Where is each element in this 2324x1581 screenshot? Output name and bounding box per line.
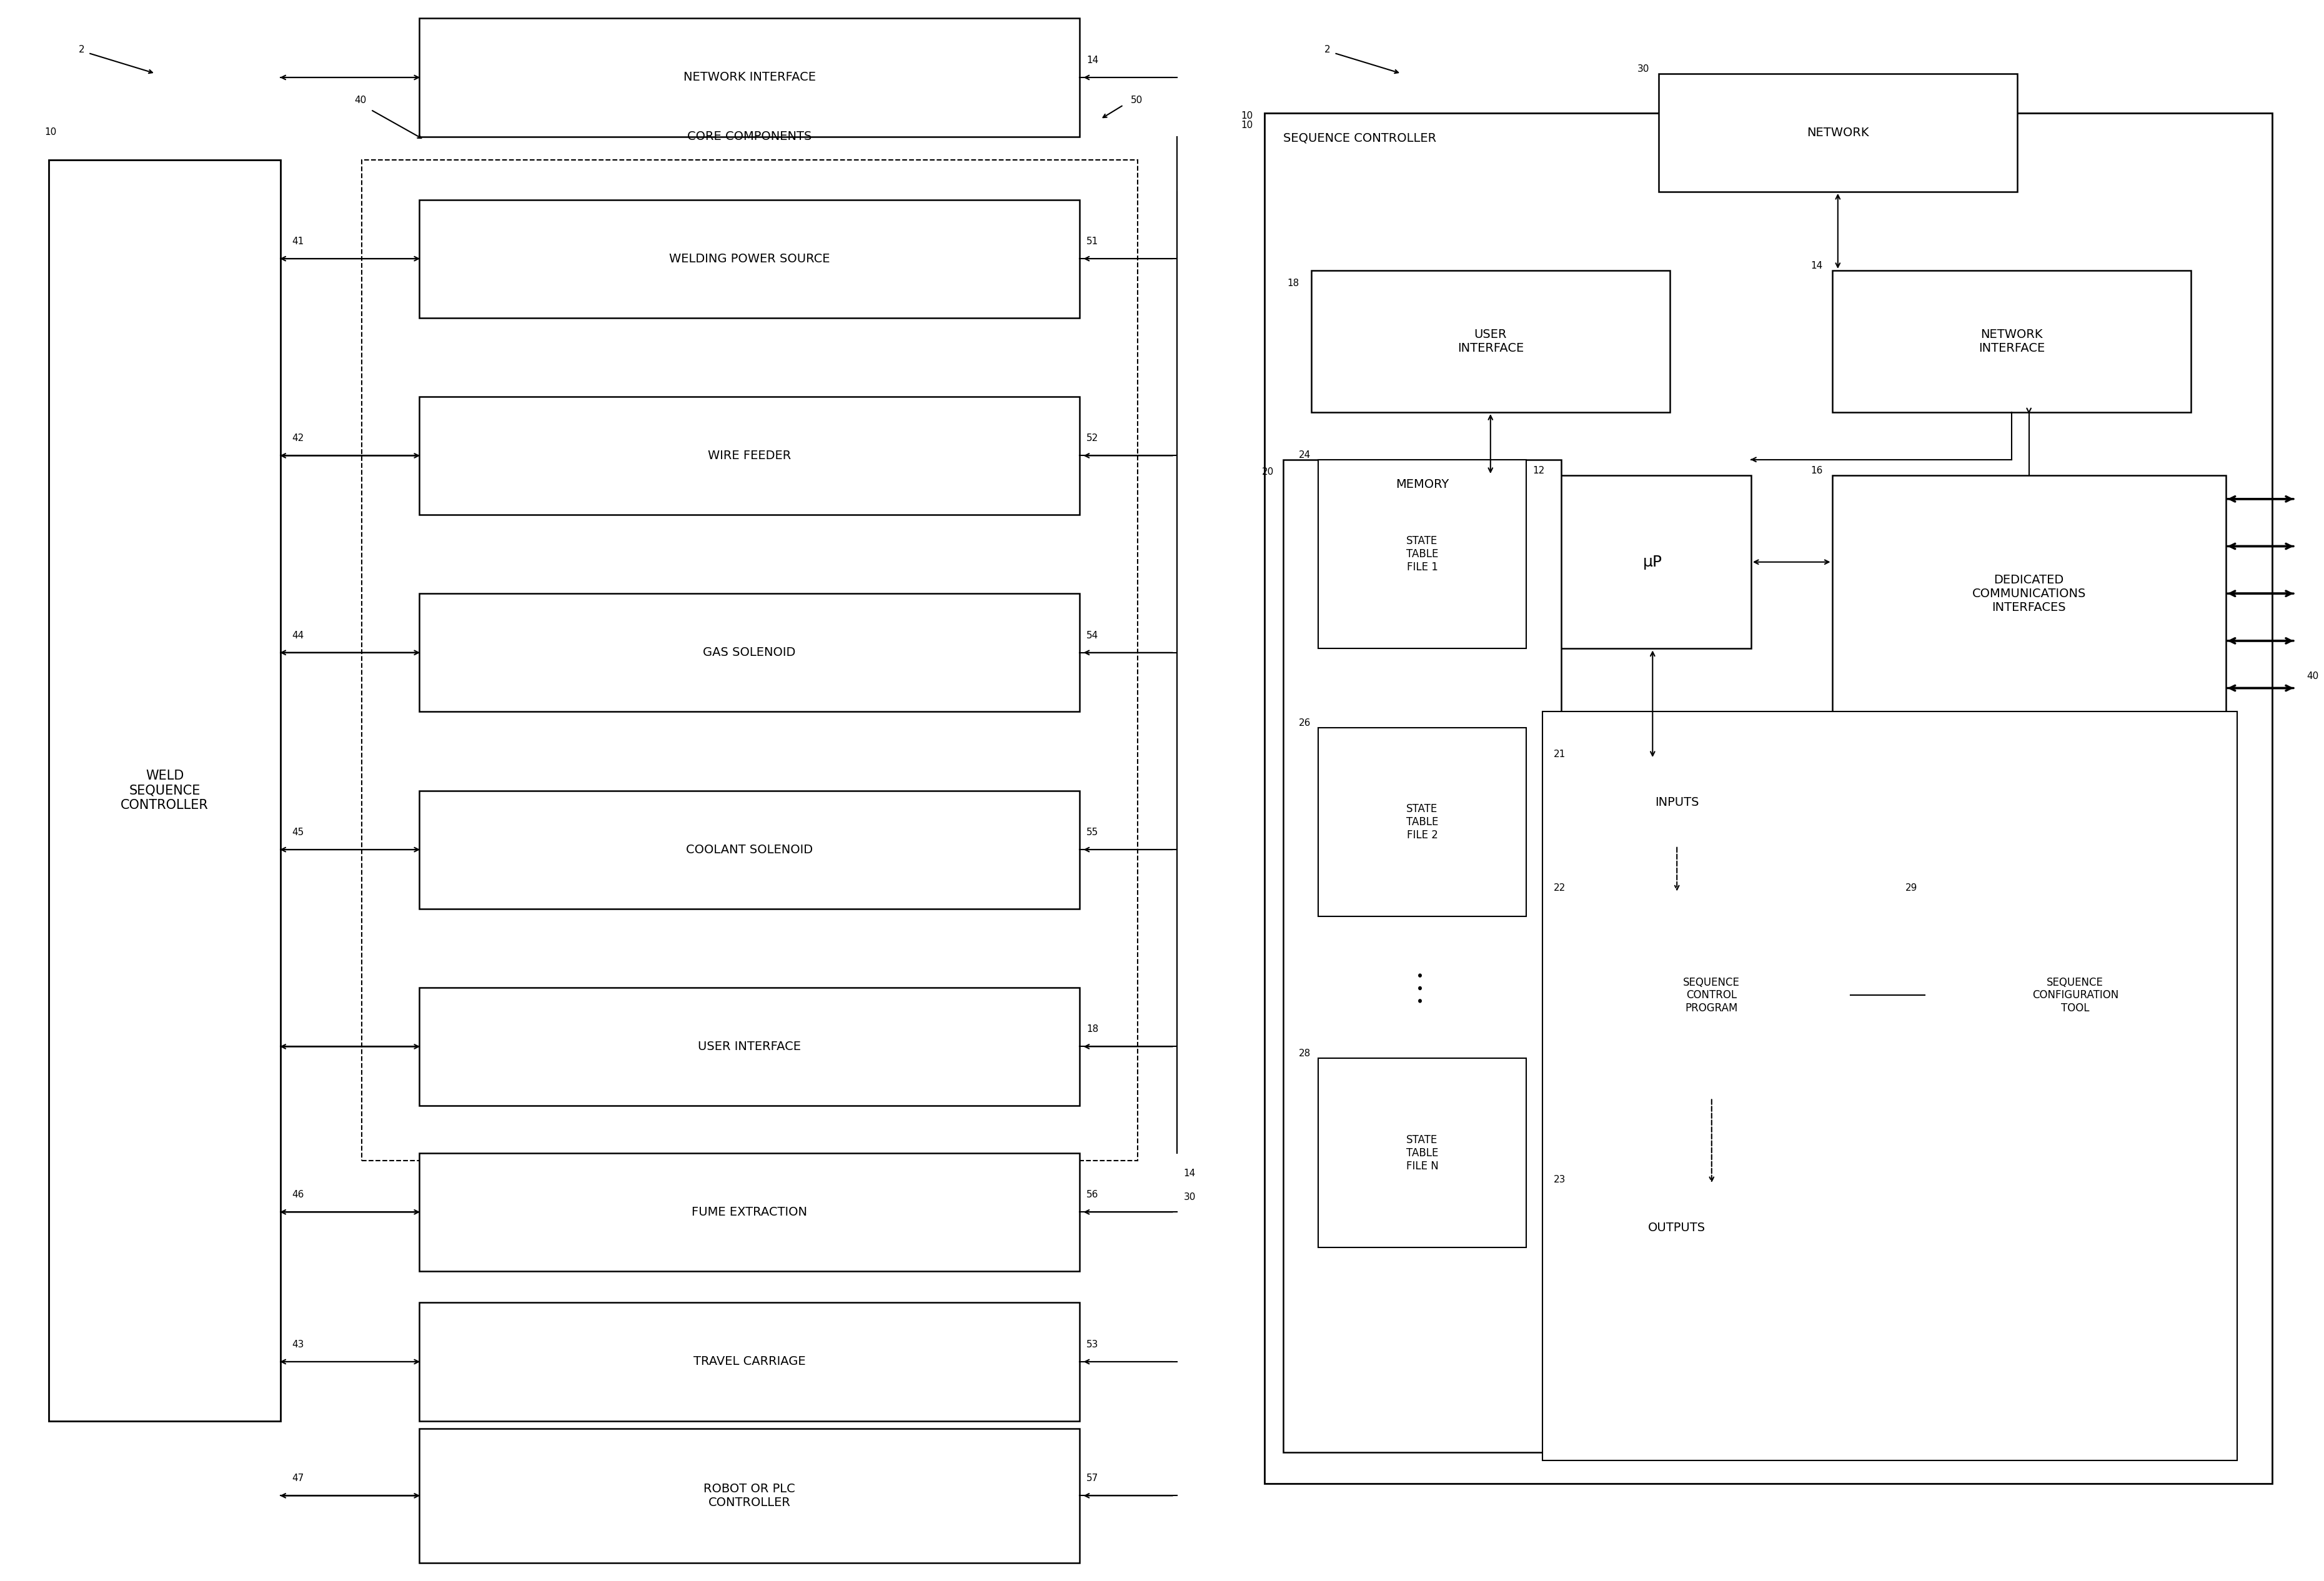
Text: 28: 28	[1299, 1050, 1311, 1058]
Text: 14: 14	[1085, 55, 1099, 65]
Text: 18: 18	[1287, 278, 1299, 288]
Text: 18: 18	[1085, 1024, 1099, 1034]
Text: DEDICATED
COMMUNICATIONS
INTERFACES: DEDICATED COMMUNICATIONS INTERFACES	[1973, 574, 2087, 613]
Text: SEQUENCE
CONFIGURATION
TOOL: SEQUENCE CONFIGURATION TOOL	[2031, 977, 2119, 1013]
Text: USER
INTERFACE: USER INTERFACE	[1457, 329, 1525, 354]
FancyBboxPatch shape	[1924, 893, 2226, 1097]
Text: WELDING POWER SOURCE: WELDING POWER SOURCE	[669, 253, 830, 264]
Text: STATE
TABLE
FILE N: STATE TABLE FILE N	[1406, 1134, 1439, 1172]
Text: 2: 2	[79, 46, 84, 55]
Text: 45: 45	[293, 827, 304, 836]
Text: 10: 10	[1241, 120, 1253, 130]
Text: USER INTERFACE: USER INTERFACE	[697, 1040, 802, 1053]
FancyBboxPatch shape	[418, 1303, 1078, 1421]
FancyBboxPatch shape	[1555, 476, 1750, 648]
Text: NETWORK INTERFACE: NETWORK INTERFACE	[683, 71, 816, 84]
Text: 47: 47	[293, 1473, 304, 1483]
Text: 29: 29	[1906, 884, 1917, 893]
Text: 10: 10	[44, 126, 56, 136]
FancyBboxPatch shape	[1318, 727, 1527, 917]
FancyBboxPatch shape	[418, 19, 1078, 136]
Text: 14: 14	[1183, 1168, 1195, 1178]
Text: 41: 41	[293, 237, 304, 247]
Text: STATE
TABLE
FILE 2: STATE TABLE FILE 2	[1406, 803, 1439, 841]
Text: 50: 50	[1129, 95, 1143, 104]
Text: COOLANT SOLENOID: COOLANT SOLENOID	[686, 844, 813, 855]
Text: CORE COMPONENTS: CORE COMPONENTS	[688, 131, 811, 142]
Text: 56: 56	[1085, 1190, 1099, 1200]
Text: INPUTS: INPUTS	[1655, 797, 1699, 808]
Text: 21: 21	[1555, 749, 1566, 759]
Text: 30: 30	[1183, 1192, 1197, 1202]
FancyBboxPatch shape	[1659, 73, 2017, 191]
FancyBboxPatch shape	[49, 160, 281, 1421]
Text: WELD
SEQUENCE
CONTROLLER: WELD SEQUENCE CONTROLLER	[121, 770, 209, 811]
Text: 57: 57	[1085, 1473, 1099, 1483]
Text: 20: 20	[1262, 468, 1274, 477]
FancyBboxPatch shape	[1311, 270, 1671, 413]
Text: 40: 40	[2308, 672, 2319, 681]
Text: 26: 26	[1299, 718, 1311, 727]
FancyBboxPatch shape	[1831, 270, 2192, 413]
Text: GAS SOLENOID: GAS SOLENOID	[704, 647, 795, 659]
FancyBboxPatch shape	[418, 199, 1078, 318]
Text: 46: 46	[293, 1190, 304, 1200]
Text: 55: 55	[1085, 827, 1099, 836]
Text: MEMORY: MEMORY	[1394, 479, 1448, 490]
FancyBboxPatch shape	[1283, 460, 1562, 1453]
FancyBboxPatch shape	[1831, 476, 2226, 711]
Text: 52: 52	[1085, 433, 1099, 443]
Text: 16: 16	[1810, 466, 1822, 476]
Text: 43: 43	[293, 1339, 304, 1349]
FancyBboxPatch shape	[1318, 1058, 1527, 1247]
Text: 42: 42	[293, 433, 304, 443]
Text: • • •: • • •	[1415, 971, 1429, 1004]
Text: OUTPUTS: OUTPUTS	[1648, 1222, 1706, 1233]
FancyBboxPatch shape	[1264, 112, 2273, 1485]
FancyBboxPatch shape	[418, 593, 1078, 711]
Text: STATE
TABLE
FILE 1: STATE TABLE FILE 1	[1406, 536, 1439, 572]
Text: μP: μP	[1643, 555, 1662, 569]
FancyBboxPatch shape	[1543, 711, 2238, 1461]
Text: 24: 24	[1299, 451, 1311, 460]
Text: NETWORK
INTERFACE: NETWORK INTERFACE	[1978, 329, 2045, 354]
Text: TRAVEL CARRIAGE: TRAVEL CARRIAGE	[693, 1356, 806, 1368]
FancyBboxPatch shape	[1318, 460, 1527, 648]
Text: 30: 30	[1636, 65, 1650, 73]
Text: 10: 10	[1241, 111, 1253, 120]
Text: ROBOT OR PLC
CONTROLLER: ROBOT OR PLC CONTROLLER	[704, 1483, 795, 1508]
FancyBboxPatch shape	[1573, 1184, 1780, 1271]
FancyBboxPatch shape	[418, 1153, 1078, 1271]
Text: 22: 22	[1555, 884, 1566, 893]
FancyBboxPatch shape	[418, 988, 1078, 1105]
Text: WIRE FEEDER: WIRE FEEDER	[709, 449, 790, 462]
Text: 54: 54	[1085, 631, 1099, 640]
Text: NETWORK: NETWORK	[1806, 126, 1868, 139]
FancyBboxPatch shape	[418, 397, 1078, 515]
Text: 14: 14	[1810, 261, 1822, 270]
Text: 2: 2	[1325, 46, 1329, 55]
FancyBboxPatch shape	[363, 160, 1136, 1160]
Text: 44: 44	[293, 631, 304, 640]
FancyBboxPatch shape	[1573, 759, 1780, 846]
Text: FUME EXTRACTION: FUME EXTRACTION	[693, 1206, 806, 1217]
Text: SEQUENCE
CONTROL
PROGRAM: SEQUENCE CONTROL PROGRAM	[1683, 977, 1741, 1013]
FancyBboxPatch shape	[418, 791, 1078, 909]
FancyBboxPatch shape	[1573, 893, 1850, 1097]
FancyBboxPatch shape	[418, 1429, 1078, 1562]
Text: 23: 23	[1555, 1175, 1566, 1184]
Text: 51: 51	[1085, 237, 1099, 247]
Text: 53: 53	[1085, 1339, 1099, 1349]
Text: 40: 40	[356, 95, 367, 104]
Text: 12: 12	[1534, 466, 1545, 476]
Text: SEQUENCE CONTROLLER: SEQUENCE CONTROLLER	[1283, 131, 1436, 144]
